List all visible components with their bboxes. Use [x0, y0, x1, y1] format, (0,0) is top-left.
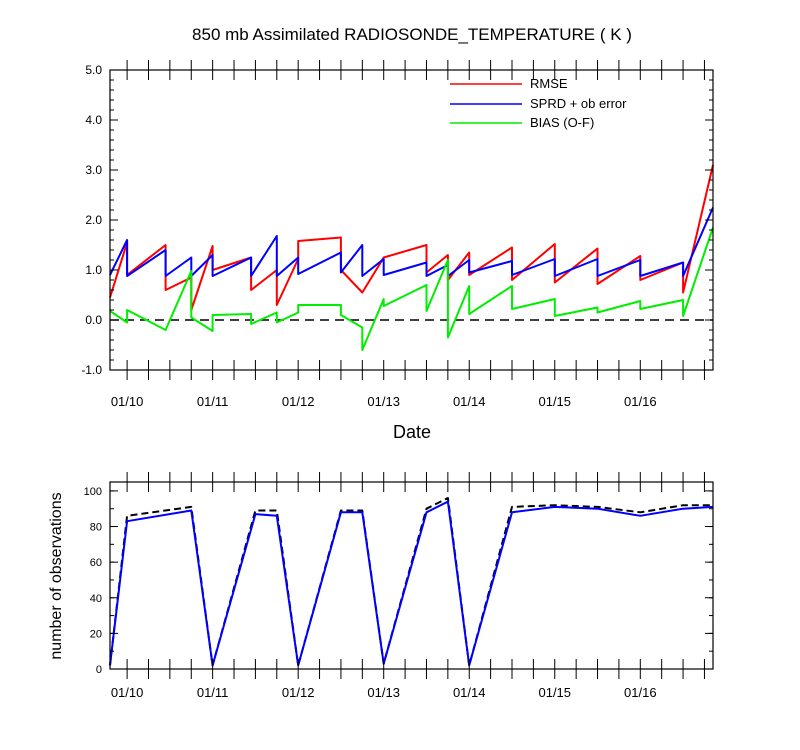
x-tick-label: 01/13 [367, 685, 400, 700]
y-axis-label: number of observations [48, 492, 65, 659]
x-tick-label: 01/14 [453, 394, 486, 409]
y-tick-label: 0 [96, 664, 102, 676]
series-line-sprd-ob-error [109, 207, 714, 277]
y-tick-label: 80 [90, 522, 102, 534]
x-tick-label: 01/10 [111, 394, 144, 409]
top-plot-frame [109, 69, 714, 371]
x-tick-label: 01/11 [197, 394, 229, 409]
bottom-y-tick-labels: 0 20 40 60 80 100 [84, 486, 102, 676]
bottom-plot-frame [109, 481, 714, 670]
x-tick-label: 01/11 [197, 685, 229, 700]
x-tick-label: 01/16 [624, 394, 657, 409]
bottom-x-tick-labels: 01/10 01/11 01/12 01/13 01/14 01/15 01/16 [111, 685, 657, 700]
y-tick-label: 60 [90, 557, 102, 569]
top-series-group [109, 164, 714, 351]
bottom-series-group [109, 497, 714, 667]
series-line-rmse [109, 164, 714, 311]
top-y-tick-labels: -1.0 0.0 1.0 2.0 3.0 4.0 5.0 [81, 63, 102, 377]
x-tick-label: 01/12 [282, 685, 315, 700]
legend: RMSE SPRD + ob error BIAS (O-F) [450, 76, 627, 130]
top-x-tick-labels: 01/10 01/11 01/12 01/13 01/14 01/15 01/16 [111, 394, 657, 409]
x-tick-label: 01/15 [538, 685, 571, 700]
x-tick-label: 01/12 [282, 394, 315, 409]
y-tick-label: 100 [84, 486, 102, 498]
legend-label-sprd: SPRD + ob error [530, 96, 627, 111]
x-tick-label: 01/16 [624, 685, 657, 700]
series-line-bias-o-f [109, 227, 714, 351]
bottom-ticks [110, 472, 713, 679]
y-tick-label: 40 [90, 593, 102, 605]
chart-title: 850 mb Assimilated RADIOSONDE_TEMPERATUR… [192, 25, 632, 44]
top-ticks [110, 60, 713, 380]
legend-label-rmse: RMSE [530, 76, 568, 91]
y-tick-label: 4.0 [85, 113, 102, 127]
x-tick-label: 01/10 [111, 685, 144, 700]
legend-label-bias: BIAS (O-F) [530, 115, 594, 130]
x-tick-label: 01/15 [538, 394, 571, 409]
x-axis-label: Date [393, 422, 431, 442]
y-tick-label: 3.0 [85, 163, 102, 177]
y-tick-label: 5.0 [85, 63, 102, 77]
y-tick-label: 1.0 [85, 263, 102, 277]
y-tick-label: -1.0 [81, 363, 102, 377]
y-tick-label: 20 [90, 628, 102, 640]
top-chart: 850 mb Assimilated RADIOSONDE_TEMPERATUR… [81, 25, 714, 442]
x-tick-label: 01/14 [453, 685, 486, 700]
y-tick-label: 2.0 [85, 213, 102, 227]
series-line-assimilated-observations [109, 500, 714, 667]
x-tick-label: 01/13 [367, 394, 400, 409]
y-tick-label: 0.0 [85, 313, 102, 327]
